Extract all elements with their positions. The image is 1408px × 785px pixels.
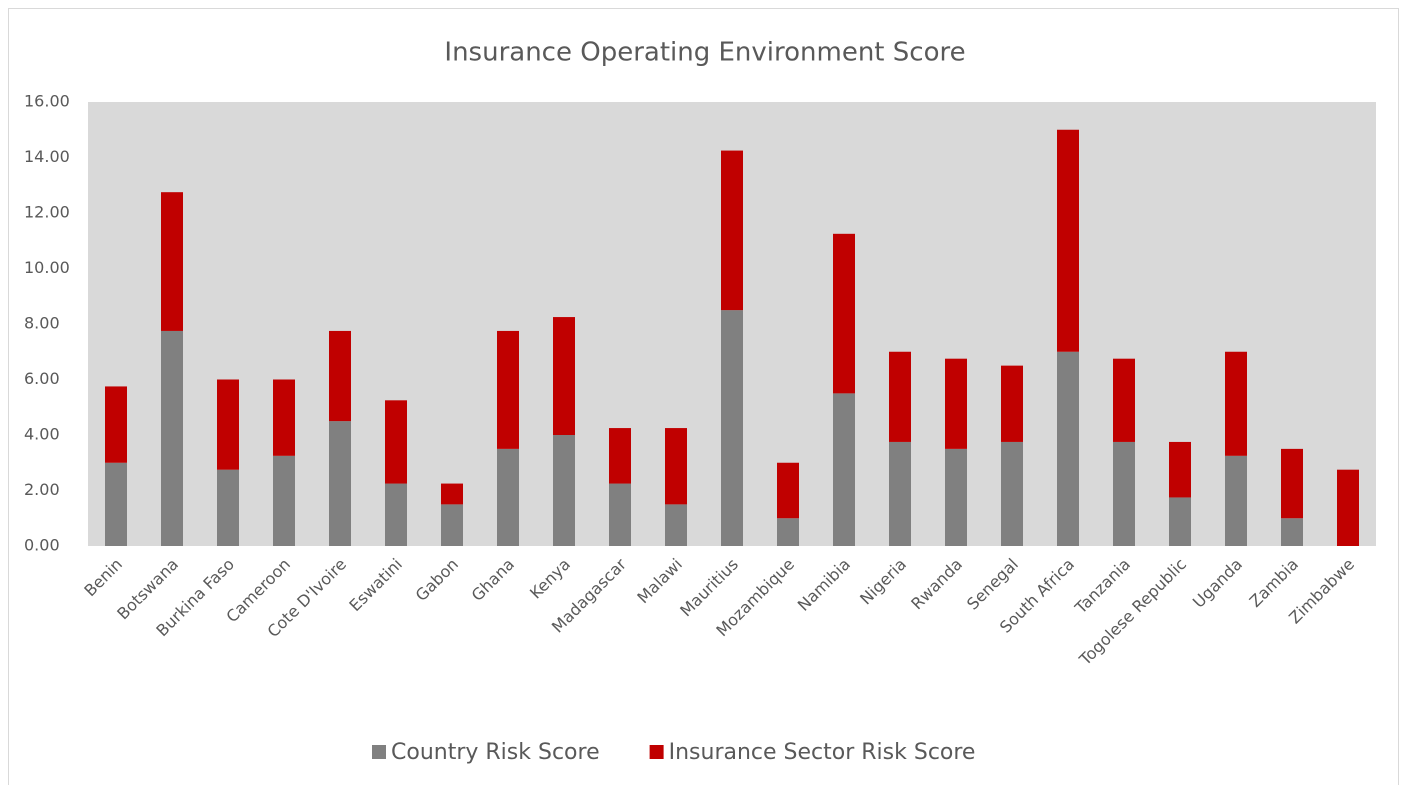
bar-segment (497, 330, 519, 449)
bar-segment (105, 462, 127, 546)
bar-segment (721, 150, 743, 311)
x-tick-label: Kenya (526, 555, 574, 603)
bar-segment (1113, 441, 1135, 546)
y-tick-label: 6.00 (24, 369, 60, 388)
bar-segment (665, 504, 687, 546)
bar-segment (1001, 365, 1023, 442)
bar-segment (273, 455, 295, 546)
bar-segment (217, 379, 239, 470)
bar-segment (553, 317, 575, 435)
bar-segment (833, 233, 855, 394)
legend-label: Country Risk Score (391, 740, 600, 765)
x-tick-label: Eswatini (345, 555, 406, 616)
bar-segment (1113, 358, 1135, 442)
bar-segment (889, 441, 911, 546)
bar-segment (1225, 351, 1247, 456)
bar-segment (441, 504, 463, 546)
bar-segment (1337, 469, 1359, 546)
bar-segment (777, 518, 799, 546)
bar-segment (329, 421, 351, 546)
bar-segment (441, 483, 463, 505)
bar-segment (1225, 455, 1247, 546)
bar-segment (945, 358, 967, 449)
bar-segment (721, 310, 743, 546)
bar-segment (273, 379, 295, 456)
bar-segment (1169, 441, 1191, 498)
y-tick-label: 8.00 (24, 314, 60, 333)
bar-segment (833, 393, 855, 546)
bar-segment (385, 483, 407, 546)
x-tick-label: Uganda (1189, 555, 1246, 612)
legend-swatch (649, 745, 664, 759)
y-tick-label: 4.00 (24, 425, 60, 444)
bar-segment (217, 469, 239, 546)
x-tick-label: Nigeria (856, 555, 910, 609)
y-tick-label: 16.00 (24, 92, 70, 111)
bar-segment (665, 428, 687, 505)
bar-segment (161, 192, 183, 331)
bar-segment (105, 386, 127, 463)
y-tick-label: 10.00 (24, 258, 70, 277)
x-tick-label: Togolese Republic (1075, 555, 1190, 670)
bar-segment (553, 435, 575, 546)
x-tick-label: Malawi (633, 555, 686, 608)
x-tick-label: Gabon (412, 555, 462, 605)
bar-segment (161, 330, 183, 546)
bar-segment (1281, 518, 1303, 546)
x-tick-label: Namibia (794, 555, 854, 615)
bar-segment (497, 448, 519, 546)
bar-segment (889, 351, 911, 442)
y-tick-label: 0.00 (24, 536, 60, 555)
bar-segment (1001, 441, 1023, 546)
bar-segment (777, 462, 799, 519)
bar-segment (1281, 448, 1303, 519)
legend-swatch (372, 745, 386, 759)
bar-segment (609, 483, 631, 546)
chart-frame (8, 8, 1399, 785)
x-tick-label: Zambia (1246, 555, 1302, 611)
x-tick-label: Rwanda (907, 555, 966, 614)
bar-segment (1057, 351, 1079, 546)
bar-segment (1169, 497, 1191, 546)
bar-segment (945, 448, 967, 546)
y-tick-label: 14.00 (24, 147, 70, 166)
bar-segment (385, 400, 407, 484)
bar-segment (1057, 129, 1079, 352)
y-tick-label: 12.00 (24, 203, 70, 222)
bar-segment (609, 428, 631, 484)
legend-label: Insurance Sector Risk Score (669, 740, 976, 765)
chart-title: Insurance Operating Environment Score (444, 38, 965, 68)
x-tick-label: Ghana (468, 555, 518, 605)
bar-segment (329, 330, 351, 422)
x-tick-label: Benin (80, 555, 126, 601)
y-tick-label: 2.00 (24, 480, 60, 499)
